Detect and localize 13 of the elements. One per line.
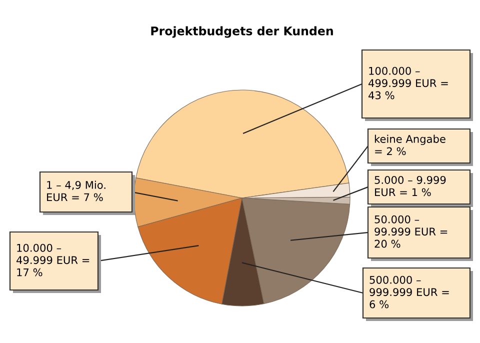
slice-label: 5.000 – 9.999 EUR = 1 % — [374, 176, 446, 196]
data-label: 6 % — [370, 300, 389, 308]
data-label: = 2 % — [375, 147, 406, 156]
slice-label: 1 – 4,9 Mio. EUR = 7 % — [47, 180, 106, 202]
slice-label: keine Angabe — [374, 134, 446, 145]
slice-label: 500.000 – 999.999 EUR = — [370, 276, 449, 296]
slice-label: 50.000 – 99.999 EUR = — [374, 215, 448, 236]
data-label: 20 % — [374, 240, 400, 248]
data-label: 43 % — [368, 91, 394, 100]
slice-label: 10.000 – 49.999 EUR = — [16, 244, 90, 264]
data-label: 17 % — [17, 268, 42, 276]
slice-label: 100.000 – 499.999 EUR = — [368, 66, 448, 88]
chart-title: Projektbudgets der Kunden — [151, 26, 333, 38]
